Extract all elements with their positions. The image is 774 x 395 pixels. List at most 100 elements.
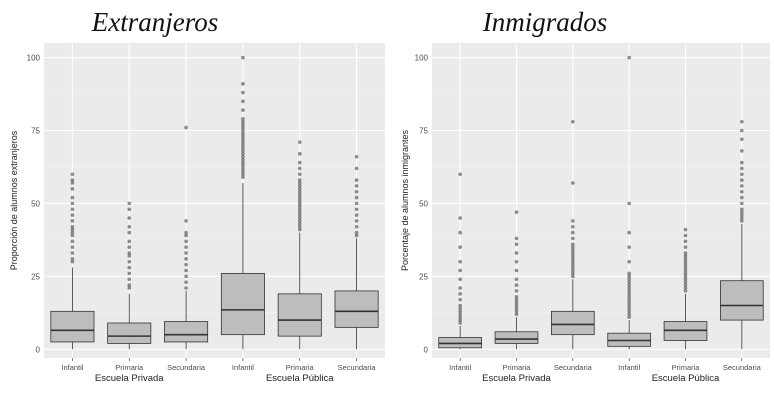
outlier-point [514,268,519,273]
outlier-point [127,271,132,276]
outlier-point [740,184,744,188]
outlier-point [241,137,245,142]
outlier-point [297,227,302,232]
outlier-point [627,315,631,319]
outlier-point [354,195,359,200]
outlier-point [297,207,302,212]
box-privada-primaria [107,201,152,350]
x-group-label: Escuela Privada [482,373,551,384]
outlier-point [514,303,519,308]
outlier-point [297,204,302,209]
outlier-point [70,178,75,182]
outlier-point [184,230,188,235]
outlier-point [354,184,359,188]
outlier-point [184,286,188,290]
outlier-point [740,160,744,165]
outlier-point [458,303,462,308]
outlier-point [241,169,245,174]
outlier-point [514,242,519,247]
outlier-point [627,289,631,293]
outlier-point [70,245,75,249]
outlier-point [241,90,245,95]
box-publica-secundaria [720,119,764,350]
outlier-point [70,213,75,217]
outlier-point [70,230,75,235]
outlier-point [571,268,575,273]
outlier-point [514,294,519,299]
outlier-point [571,257,575,261]
outlier-point [184,268,188,273]
outlier-point [458,306,462,311]
outlier-point [683,239,688,244]
y-tick-label: 75 [419,127,428,136]
outlier-point [70,227,75,232]
outlier-point [458,321,462,325]
outlier-point [127,286,132,290]
outlier-point [683,283,688,287]
x-tick-label: Infantil [61,363,83,372]
outlier-point [571,119,575,124]
outlier-point [127,254,132,258]
outlier-point [241,175,245,179]
outlier-point [184,239,188,244]
outlier-point [571,262,575,267]
outlier-point [184,274,188,279]
outlier-point [571,242,575,247]
outlier-point [127,201,132,206]
outlier-point [627,277,631,282]
box-privada-secundaria [164,125,209,350]
y-tick-label: 50 [31,199,40,208]
outlier-point [683,268,688,273]
box-iqr [334,290,379,328]
outlier-point [627,259,631,264]
outlier-point [297,210,302,214]
box-privada-secundaria [551,119,595,350]
outlier-point [740,195,744,200]
outlier-point [70,239,75,244]
outlier-point [627,292,631,296]
outlier-point [297,181,302,185]
panel-title: Inmigrados [482,7,608,37]
outlier-point [127,207,132,212]
outlier-point [127,265,132,270]
outlier-point [740,210,744,214]
plot-background [44,43,385,358]
outlier-point [514,236,519,241]
outlier-point [241,122,245,127]
x-group-label: Escuela Pública [266,373,334,384]
y-tick-label: 50 [419,199,428,208]
box-privada-infantil [438,172,482,350]
x-tick-label: Infantil [449,363,471,372]
outlier-point [740,166,744,171]
outlier-point [627,303,631,308]
outlier-point [297,187,302,191]
box-publica-secundaria [334,154,379,350]
outlier-point [297,224,302,229]
outlier-point [571,230,575,235]
x-tick-label: Secundaria [338,363,377,372]
outlier-point [241,134,245,139]
box-publica-infantil [220,55,265,350]
x-tick-label: Primaria [672,363,701,372]
outlier-point [297,172,302,177]
outlier-point [683,259,688,264]
outlier-point [70,201,75,206]
outlier-point [354,207,359,212]
outlier-point [514,297,519,302]
outlier-point [127,283,132,287]
x-tick-label: Infantil [232,363,254,372]
outlier-point [458,315,462,319]
x-tick-label: Primaria [115,363,144,372]
outlier-point [70,207,75,212]
outlier-point [740,128,744,133]
y-tick-label: 25 [419,272,428,281]
outlier-point [458,277,462,282]
outlier-point [514,300,519,305]
box-iqr [494,331,539,344]
outlier-point [354,219,359,223]
outlier-point [627,306,631,311]
outlier-point [354,154,359,159]
outlier-point [514,312,519,317]
outlier-point [571,251,575,255]
